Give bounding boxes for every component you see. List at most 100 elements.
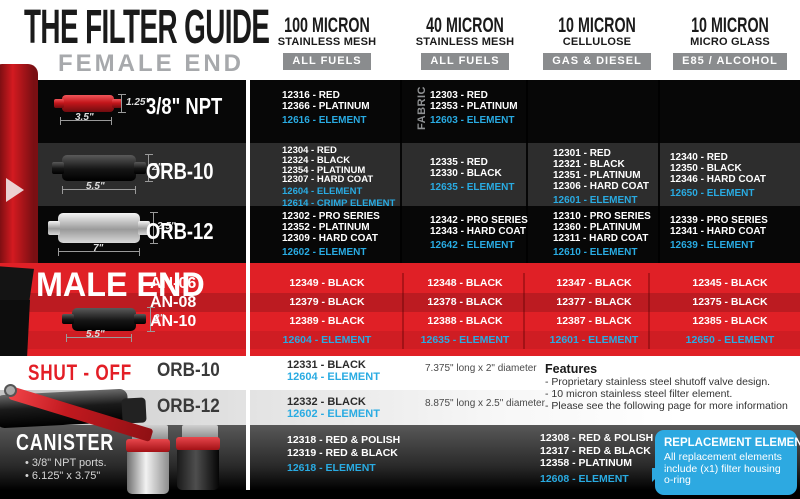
row-label-an06: AN-06: [150, 275, 197, 292]
chrome-filter-fitting: [48, 221, 60, 235]
red-filter-fitting: [54, 99, 64, 108]
large-red-filter-image: [0, 64, 38, 263]
row-label-orb10: ORB-10: [146, 158, 214, 184]
width-measure-line: [58, 248, 140, 257]
part-number: 12341 - HARD COAT: [670, 226, 766, 237]
column-divider: [526, 80, 528, 263]
element-part-number: 12604 - ELEMENT: [282, 334, 372, 346]
element-part-number: 12602 - ELEMENT: [282, 247, 367, 258]
part-number: 12360 - PLATINUM: [553, 222, 641, 233]
part-number: 12352 - PLATINUM: [282, 222, 370, 233]
element-part-number: 12604 - ELEMENT: [282, 186, 363, 198]
element-part-number: 12616 - ELEMENT: [282, 115, 367, 126]
column-title: 10 MICRON: [558, 14, 636, 37]
part-number: 12347 - BLACK: [556, 277, 632, 289]
part-number: 12332 - BLACK: [287, 396, 366, 408]
part-number: 12309 - HARD COAT: [282, 233, 378, 244]
element-part-number: 12610 - ELEMENT: [553, 247, 638, 258]
features-title: Features: [545, 362, 598, 376]
dimension-note: 7.375" long x 2" diameter: [425, 363, 537, 374]
parts-cell: 12318 - RED & POLISH 12319 - RED & BLACK 1…: [287, 434, 400, 475]
black-filter-fitting: [134, 314, 146, 324]
column-divider: [523, 273, 525, 349]
parts-cell: 12310 - PRO SERIES 12360 - PLATINUM 12311 …: [553, 211, 651, 258]
column-header-100-micron: 100 MICRON STAINLESS MESH ALL FUELS: [252, 14, 402, 70]
height-measure-line: [118, 94, 127, 113]
red-filter-image: [62, 95, 114, 112]
shutoff-section: SHUT - OFF ORB-10 ORB-12 12331 - BLACK 1…: [0, 356, 800, 425]
row-label-orb12: ORB-12: [146, 218, 214, 244]
width-measure-line: [66, 334, 132, 343]
row-label-orb12: ORB-12: [157, 396, 220, 417]
parts-cell: 12335 - RED 12330 - BLACK 12635 - ELEMENT: [430, 157, 514, 193]
dimension-label: 5.5": [86, 329, 105, 340]
feature-item: - Please see the following page for more…: [545, 400, 788, 412]
parts-cell: 12308 - RED & POLISH 12317 - RED & BLACK 1…: [540, 432, 653, 485]
element-part-number: 12608 - ELEMENT: [540, 472, 629, 485]
column-divider: [402, 273, 404, 349]
column-subtitle: STAINLESS MESH: [277, 36, 377, 48]
dimension-note: 8.875" long x 2.5" diameter: [425, 398, 545, 409]
dimension-label: 2": [152, 162, 163, 173]
width-measure-line: [60, 117, 112, 126]
dimension-label: 5.5": [86, 181, 105, 192]
part-number: 12304 - RED: [282, 145, 337, 156]
element-row-band: [0, 331, 800, 349]
male-end-title: MALE END: [36, 266, 205, 304]
part-number: 12377 - BLACK: [556, 296, 632, 308]
page-title: THE FILTER GUIDE: [24, 1, 270, 54]
callout-tail: [652, 468, 666, 482]
part-number: 12301 - RED: [553, 148, 611, 159]
element-part-number: 12635 - ELEMENT: [430, 182, 515, 193]
canister-bullet: • 6.125" x 3.75": [25, 470, 101, 482]
canister-bullet: • 3/8" NPT ports.: [25, 457, 107, 469]
part-number: 12387 - BLACK: [556, 315, 632, 327]
dimension-label: 7": [93, 243, 104, 254]
part-number: 12378 - BLACK: [427, 296, 503, 308]
height-measure-line: [150, 212, 159, 244]
height-measure-line: [145, 154, 154, 182]
fuel-badge: GAS & DIESEL: [543, 53, 651, 70]
part-number: 12330 - BLACK: [430, 168, 502, 179]
part-number: 12310 - PRO SERIES: [553, 211, 651, 222]
shutoff-title: SHUT - OFF: [28, 360, 133, 385]
column-title: 10 MICRON: [691, 14, 769, 37]
element-part-number: 12603 - ELEMENT: [430, 115, 515, 126]
part-number: 12358 - PLATINUM: [540, 457, 632, 469]
row-label-orb10: ORB-10: [157, 360, 220, 381]
an06-parts-row: 12349 - BLACK 12348 - BLACK 12347 - BLAC…: [252, 274, 800, 293]
part-number: 12375 - BLACK: [692, 296, 768, 308]
column-subtitle: CELLULOSE: [562, 36, 632, 48]
part-number: 12385 - BLACK: [692, 315, 768, 327]
dimension-label: 2.5": [157, 221, 176, 232]
row-label-an08: AN-08: [150, 294, 197, 311]
part-number: 12342 - PRO SERIES: [430, 215, 528, 226]
parts-cell: 12342 - PRO SERIES 12343 - HARD COAT 12642…: [430, 215, 528, 251]
page-subtitle: FEMALE END: [58, 50, 244, 77]
part-number: 12306 - HARD COAT: [553, 181, 649, 192]
parts-cell: 12304 - RED 12324 - BLACK 12354 - PLATINUM…: [282, 146, 395, 209]
column-title: 40 MICRON: [426, 14, 504, 37]
elements-parts-row: 12604 - ELEMENT 12635 - ELEMENT 12601 - …: [252, 331, 800, 349]
fuel-badge: ALL FUELS: [421, 53, 509, 70]
part-number: 12351 - PLATINUM: [553, 170, 641, 181]
part-number: 12321 - BLACK: [553, 159, 625, 170]
part-number: 12303 - RED: [430, 90, 488, 101]
fabric-note: FABRIC: [415, 86, 428, 130]
column-title: 100 MICRON: [284, 14, 370, 37]
shutoff-valve-hinge-image: [4, 384, 17, 397]
column-subtitle: MICRO GLASS: [690, 36, 770, 48]
element-part-number: 12639 - ELEMENT: [670, 240, 755, 251]
element-part-number: 12642 - ELEMENT: [430, 240, 515, 251]
column-header-10-micron-glass: 10 MICRON MICRO GLASS E85 / ALCOHOL: [655, 14, 800, 70]
part-number: 12379 - BLACK: [289, 296, 365, 308]
part-number: 12353 - PLATINUM: [430, 101, 518, 112]
feature-item: - Proprietary stainless steel shutoff va…: [545, 376, 771, 388]
callout-body: All replacement elements include (x1) fi…: [664, 451, 782, 486]
part-number: 12389 - BLACK: [289, 315, 365, 327]
part-number: 12343 - HARD COAT: [430, 226, 526, 237]
part-number: 12307 - HARD COAT: [282, 174, 374, 186]
black-filter-image: [72, 308, 136, 331]
dimension-label: 1.25": [126, 97, 151, 108]
